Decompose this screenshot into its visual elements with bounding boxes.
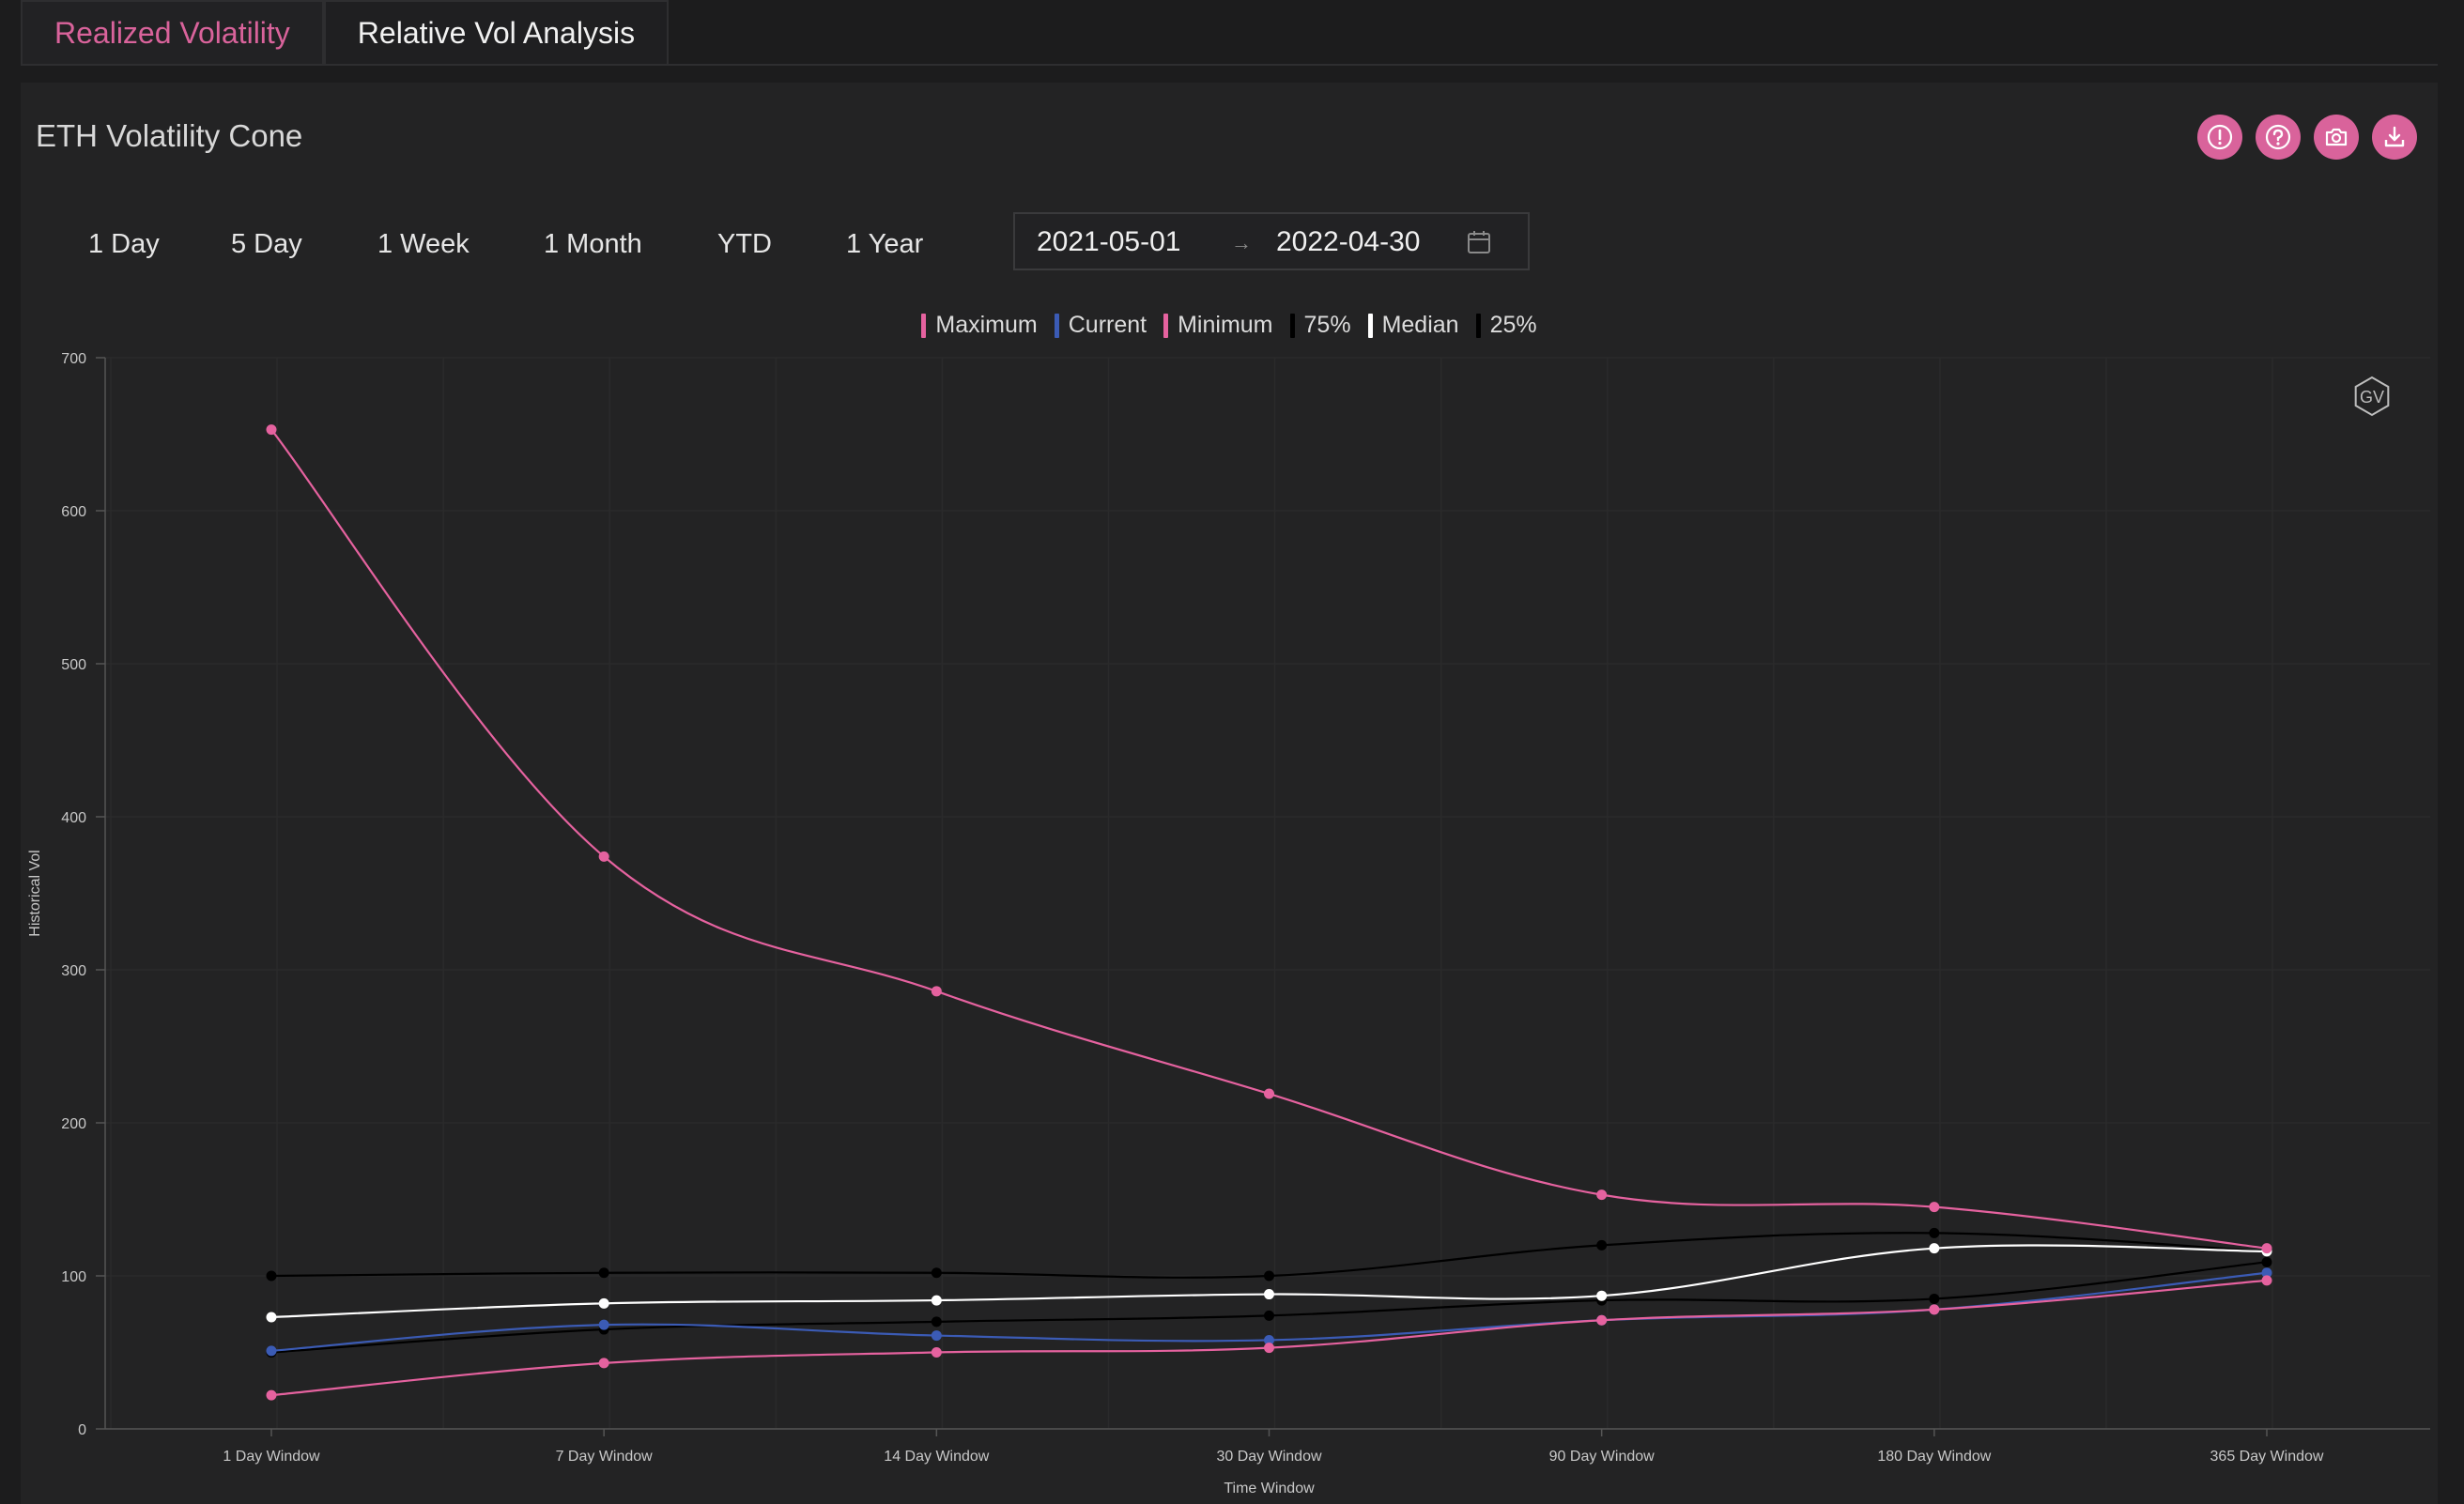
data-point-p25: [931, 1316, 942, 1328]
y-tick-label: 700: [61, 351, 86, 367]
legend-item-25[interactable]: 25%: [1475, 312, 1537, 339]
x-tick-label: 180 Day Window: [1877, 1449, 1991, 1465]
end-date-input[interactable]: 2022-04-30: [1276, 226, 1421, 257]
legend-swatch: [1054, 313, 1059, 338]
range-5-day-button[interactable]: 5 Day: [231, 229, 302, 259]
range-1-year-button[interactable]: 1 Year: [846, 229, 924, 259]
data-point-p75: [1264, 1270, 1274, 1281]
legend-swatch: [1367, 313, 1373, 338]
help-icon[interactable]: [2256, 115, 2301, 160]
legend-swatch: [1289, 313, 1295, 338]
legend-item-median[interactable]: Median: [1367, 312, 1459, 339]
legend-item-current[interactable]: Current: [1054, 312, 1147, 339]
data-point-maximum: [598, 851, 609, 862]
data-point-maximum: [2261, 1243, 2272, 1254]
range-1-week-button[interactable]: 1 Week: [377, 229, 470, 259]
date-range-picker[interactable]: 2021-05-01 → 2022-04-30: [1013, 212, 1530, 270]
legend-item-maximum[interactable]: Maximum: [921, 312, 1038, 339]
legend-swatch: [921, 313, 927, 338]
y-tick-label: 300: [61, 963, 86, 979]
x-tick-label: 7 Day Window: [556, 1449, 654, 1465]
data-point-median: [266, 1312, 277, 1323]
data-point-median: [1929, 1243, 1940, 1254]
range-ytd-button[interactable]: YTD: [717, 229, 772, 259]
data-point-current: [266, 1345, 277, 1357]
legend-label: 75%: [1303, 312, 1351, 338]
data-point-minimum: [1929, 1304, 1940, 1315]
gv-logo-icon: [2354, 376, 2390, 417]
data-point-current: [598, 1319, 609, 1330]
data-point-p25: [1264, 1310, 1274, 1321]
x-tick-label: 1 Day Window: [223, 1449, 320, 1465]
chart-panel: ETH Volatility Cone 1 Day 5 Day 1 Week 1…: [21, 83, 2438, 1504]
data-point-maximum: [1929, 1202, 1940, 1213]
y-tick-label: 100: [61, 1269, 86, 1285]
range-1-month-button[interactable]: 1 Month: [544, 229, 642, 259]
panel-title: ETH Volatility Cone: [36, 118, 303, 153]
x-tick-label: 30 Day Window: [1216, 1449, 1321, 1465]
x-tick-label: 14 Day Window: [884, 1449, 989, 1465]
start-date-input[interactable]: 2021-05-01: [1037, 226, 1181, 257]
data-point-p75: [266, 1270, 277, 1281]
legend-label: Maximum: [935, 312, 1038, 338]
data-point-maximum: [266, 424, 277, 436]
data-point-maximum: [1596, 1189, 1608, 1201]
tab-relative-vol-analysis[interactable]: Relative Vol Analysis: [323, 0, 670, 64]
legend-swatch: [1475, 313, 1481, 338]
x-axis-title: Time Window: [1224, 1481, 1315, 1496]
data-point-median: [931, 1295, 942, 1306]
data-point-p75: [598, 1267, 609, 1279]
legend-item-minimum[interactable]: Minimum: [1163, 312, 1273, 339]
x-tick-label: 365 Day Window: [2210, 1449, 2324, 1465]
data-point-maximum: [931, 986, 942, 997]
x-tick-label: 90 Day Window: [1549, 1449, 1655, 1465]
calendar-icon[interactable]: [1466, 229, 1492, 260]
download-icon[interactable]: [2372, 115, 2417, 160]
y-tick-label: 600: [61, 504, 86, 520]
data-point-maximum: [1264, 1088, 1274, 1099]
tab-bar: Realized Volatility Relative Vol Analysi…: [21, 0, 2438, 66]
y-axis-title: Historical Vol: [27, 850, 43, 936]
data-point-current: [1264, 1334, 1274, 1345]
y-tick-label: 0: [78, 1422, 86, 1438]
data-point-minimum: [2261, 1275, 2272, 1286]
data-point-p75: [931, 1267, 942, 1279]
gv-logo-text: GV: [2360, 388, 2384, 407]
legend-label: Minimum: [1178, 312, 1273, 338]
data-point-median: [598, 1297, 609, 1309]
legend-label: Current: [1068, 312, 1147, 338]
data-point-minimum: [931, 1347, 942, 1358]
data-point-minimum: [1264, 1343, 1274, 1354]
date-range-arrow-icon: →: [1231, 231, 1252, 254]
alert-icon[interactable]: [2197, 115, 2242, 160]
y-tick-label: 200: [61, 1116, 86, 1132]
data-point-minimum: [1596, 1314, 1608, 1326]
y-tick-label: 500: [61, 657, 86, 673]
data-point-p75: [1929, 1227, 1940, 1238]
data-point-median: [1596, 1290, 1608, 1301]
range-1-day-button[interactable]: 1 Day: [88, 229, 160, 259]
tab-realized-volatility[interactable]: Realized Volatility: [21, 0, 324, 64]
legend-item-75[interactable]: 75%: [1289, 312, 1351, 339]
data-point-minimum: [266, 1389, 277, 1401]
data-point-p25: [2261, 1256, 2272, 1267]
legend-label: Median: [1381, 312, 1459, 338]
data-point-current: [2261, 1267, 2272, 1279]
data-point-median: [1264, 1289, 1274, 1300]
y-tick-label: 400: [61, 810, 86, 826]
camera-icon[interactable]: [2314, 115, 2359, 160]
data-point-minimum: [598, 1358, 609, 1369]
legend-swatch: [1163, 313, 1169, 338]
legend-label: 25%: [1489, 312, 1537, 338]
chart-legend: Maximum Current Minimum 75% Median 25%: [21, 312, 2438, 339]
data-point-p25: [1929, 1293, 1940, 1304]
data-point-p75: [1596, 1239, 1608, 1251]
data-point-current: [931, 1330, 942, 1342]
series-line-maximum: [270, 428, 2268, 1250]
